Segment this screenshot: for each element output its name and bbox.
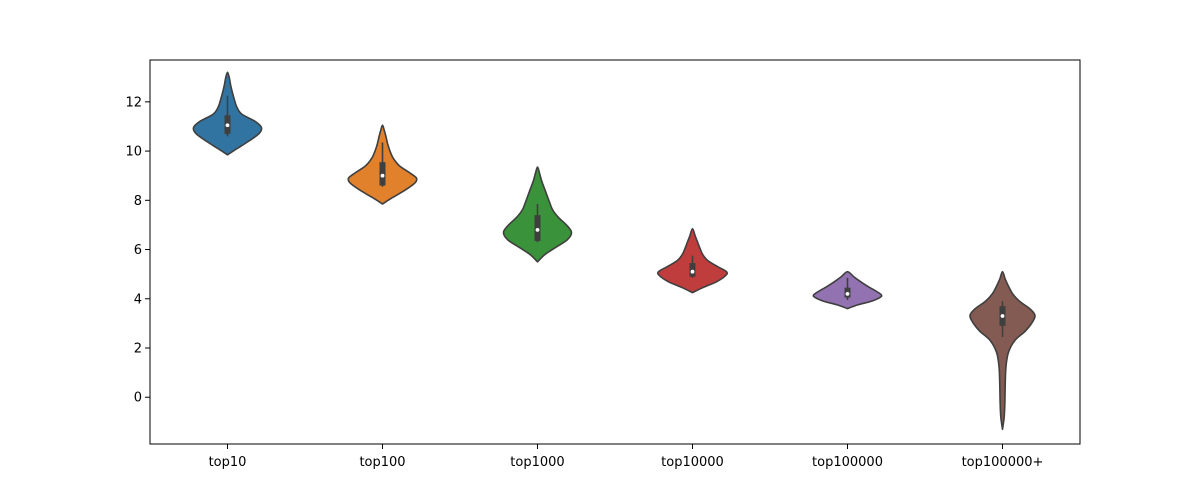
x-tick-label: top1000	[510, 455, 564, 470]
violin-top10000	[656, 227, 729, 294]
violin-group	[192, 71, 1036, 431]
x-tick-label: top10	[209, 455, 247, 470]
violin-median-dot	[845, 291, 850, 296]
y-tick-label: 8	[134, 194, 142, 209]
y-tick-label: 4	[134, 292, 142, 307]
violin-top100	[347, 124, 418, 205]
violin-median-dot	[380, 173, 385, 178]
violin-top100000	[812, 270, 883, 310]
violin-median-dot	[690, 269, 695, 274]
violin-top1000	[502, 166, 573, 263]
x-tick-label: top100000+	[962, 455, 1044, 470]
violin-top100000+	[969, 270, 1036, 431]
y-tick-label: 10	[125, 145, 142, 160]
x-tick-label: top100000	[812, 455, 883, 470]
x-axis: top10 top100 top1000 top10000 top100000 top10…	[209, 444, 1044, 470]
x-tick-label: top100	[359, 455, 405, 470]
plot-frame	[149, 59, 1081, 445]
y-tick-label: 12	[125, 95, 142, 110]
y-tick-label: 6	[134, 243, 142, 258]
y-tick-label: 2	[134, 342, 142, 357]
y-axis: 0 2 4 6 8 10 12	[125, 95, 150, 406]
violin-median-dot	[535, 227, 540, 232]
violin-body	[969, 270, 1036, 431]
violin-median-dot	[225, 123, 230, 128]
y-tick-label: 0	[134, 391, 142, 406]
violin-median-dot	[1000, 314, 1005, 318]
x-tick-label: top10000	[661, 455, 724, 470]
violin-top10	[192, 71, 263, 156]
